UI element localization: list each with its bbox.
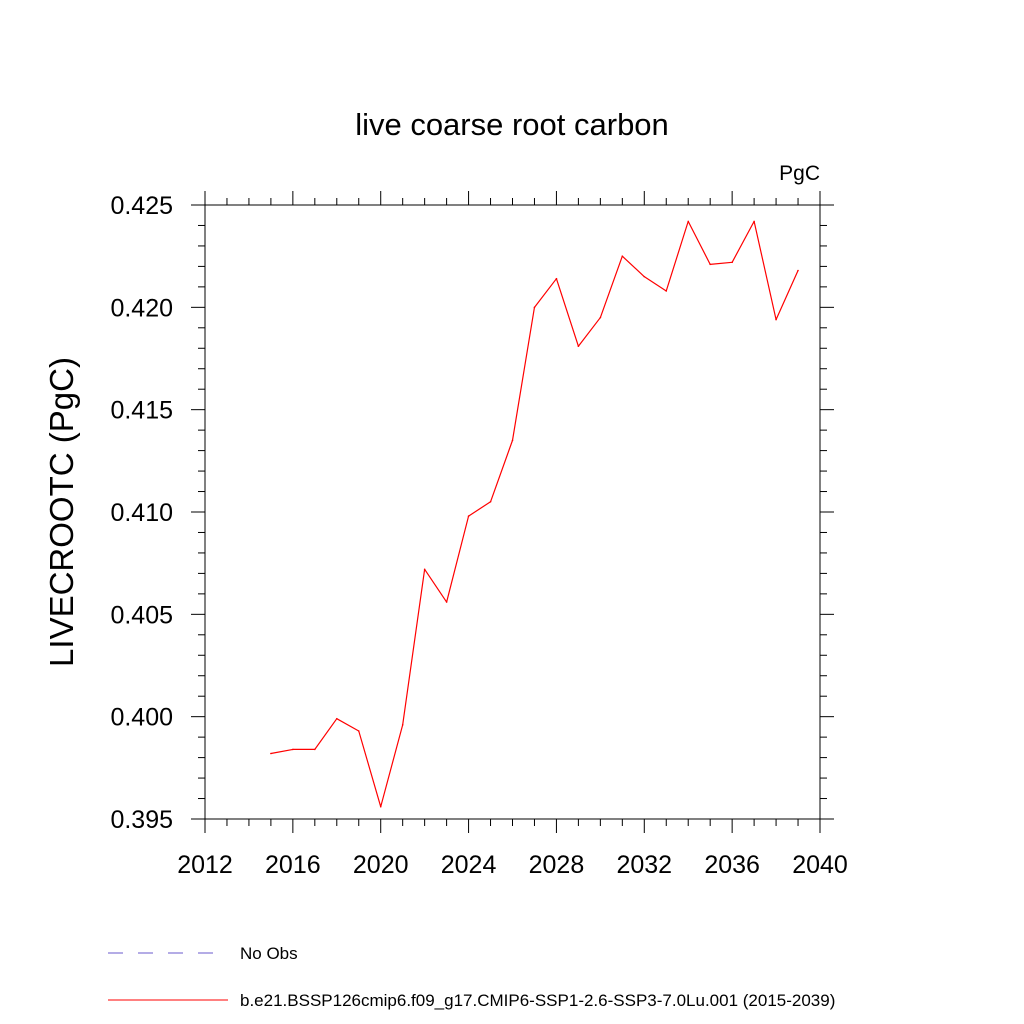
data-point xyxy=(314,748,316,751)
data-point xyxy=(709,263,711,266)
x-tick-label: 2012 xyxy=(177,851,233,879)
y-tick-label: 0.425 xyxy=(110,192,173,220)
data-point xyxy=(753,220,755,223)
y-axis-label: LIVECROOTC (PgC) xyxy=(43,357,80,667)
x-tick-label: 2020 xyxy=(353,851,409,879)
data-point xyxy=(357,730,360,732)
legend: No Obs b.e21.BSSP126cmip6.f09_g17.CMIP6-S… xyxy=(108,944,835,1010)
data-point xyxy=(533,306,536,309)
x-tick-label: 2028 xyxy=(529,851,585,879)
data-point xyxy=(599,316,602,319)
data-point xyxy=(511,439,514,442)
data-point xyxy=(621,255,624,257)
data-point xyxy=(270,752,272,755)
data-point xyxy=(775,318,777,321)
data-point xyxy=(797,269,799,272)
data-point xyxy=(489,500,492,503)
data-point xyxy=(731,261,733,264)
y-tick-label: 0.405 xyxy=(110,601,173,629)
units-label: PgC xyxy=(779,162,820,185)
x-tick-label: 2024 xyxy=(441,851,497,879)
data-point xyxy=(335,717,338,720)
series-layer xyxy=(270,220,799,808)
legend-label: b.e21.BSSP126cmip6.f09_g17.CMIP6-SSP1-2.… xyxy=(240,991,835,1010)
data-point xyxy=(643,275,646,278)
y-tick-label: 0.400 xyxy=(110,704,173,732)
data-point xyxy=(401,724,404,726)
data-point xyxy=(665,290,668,292)
data-point xyxy=(379,805,382,808)
x-tick-label: 2032 xyxy=(616,851,672,879)
legend-label: No Obs xyxy=(240,944,298,963)
y-tick-label: 0.415 xyxy=(110,397,173,425)
y-tick-label: 0.420 xyxy=(110,294,173,322)
y-tick-label: 0.410 xyxy=(110,499,173,527)
plot-frame xyxy=(204,204,821,820)
series-line xyxy=(270,220,799,808)
x-tick-label: 2040 xyxy=(792,851,848,879)
axes: 2012 2016 2020 2024 2028 2032 2036 2040 0.395 0.4… xyxy=(110,191,848,879)
data-point xyxy=(445,601,448,603)
data-point xyxy=(555,277,558,280)
x-tick-label: 2016 xyxy=(265,851,321,879)
data-point xyxy=(292,748,294,751)
data-point xyxy=(577,345,580,348)
data-point xyxy=(423,568,426,571)
data-point xyxy=(467,515,470,517)
data-point xyxy=(687,220,690,223)
y-tick-label: 0.395 xyxy=(110,806,173,834)
x-tick-label: 2036 xyxy=(704,851,760,879)
chart-title: live coarse root carbon xyxy=(355,107,669,142)
